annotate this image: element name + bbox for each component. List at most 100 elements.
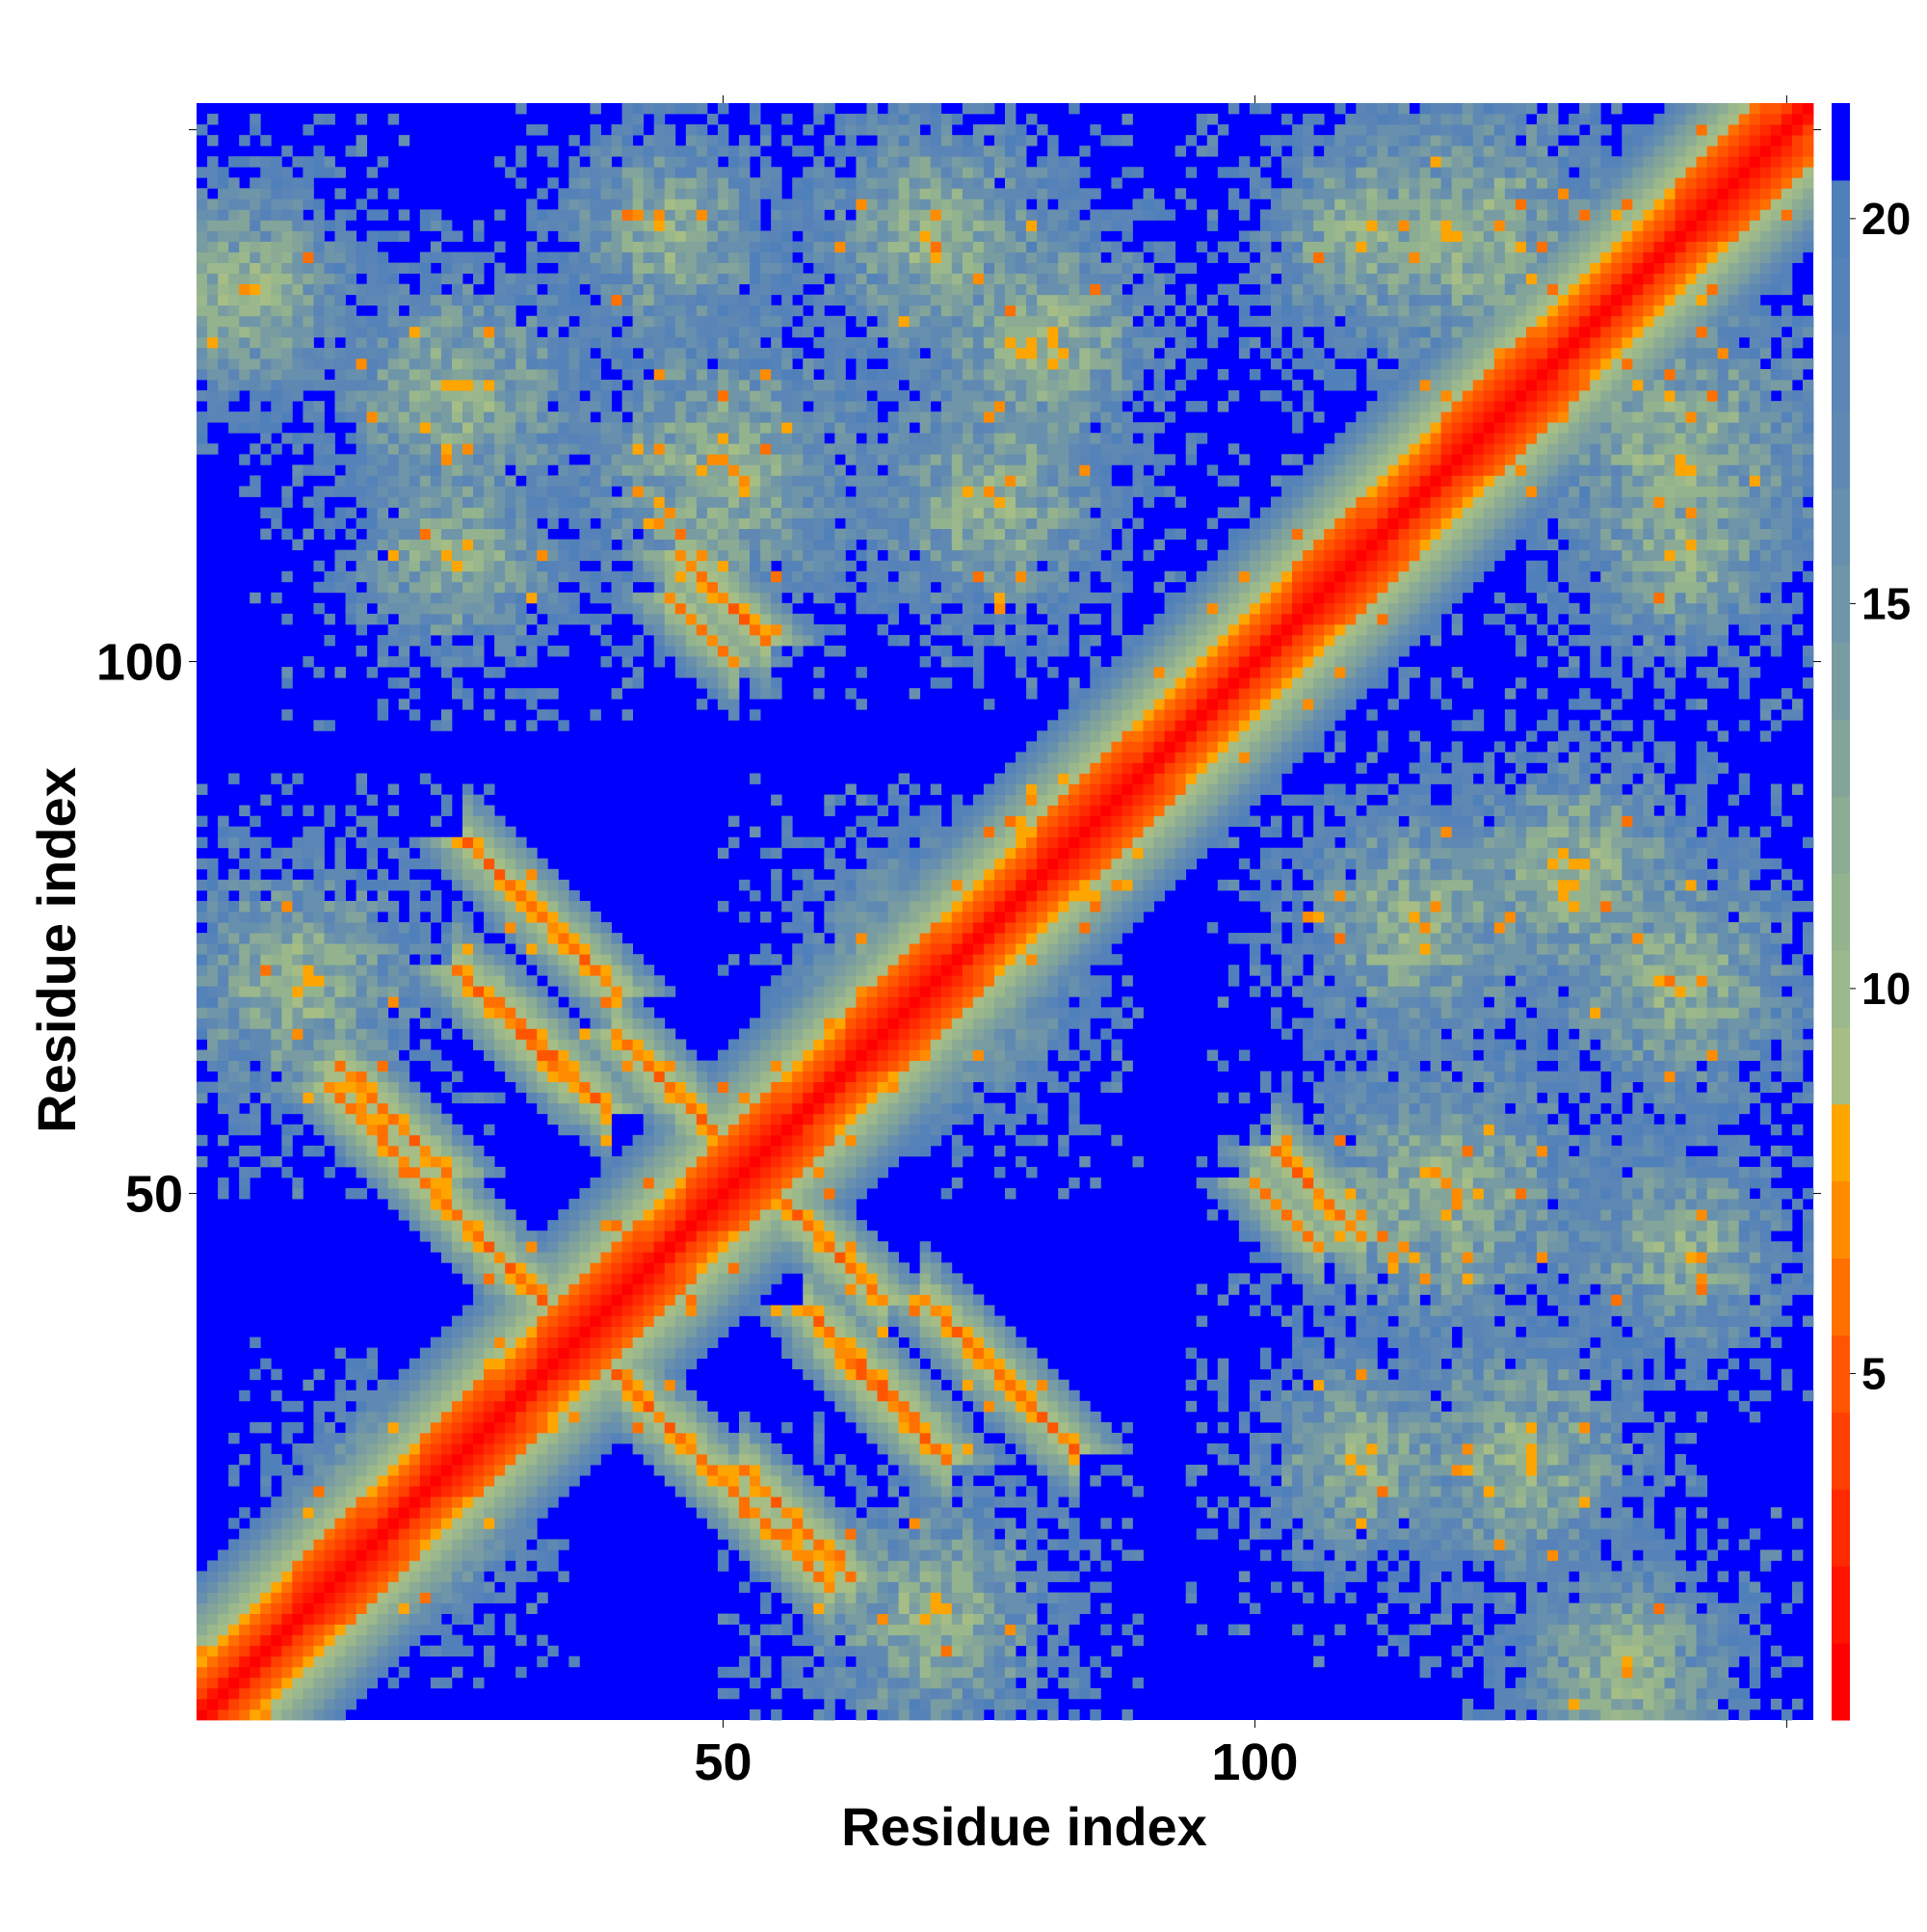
heatmap-cell <box>451 422 463 434</box>
heatmap-cell <box>558 1486 569 1497</box>
heatmap-cell <box>356 943 368 955</box>
heatmap-cell <box>727 1241 740 1253</box>
heatmap-cell <box>568 602 580 615</box>
heatmap-cell <box>430 996 442 1008</box>
heatmap-cell <box>727 1220 740 1231</box>
heatmap-cell <box>281 1007 293 1019</box>
heatmap-cell <box>281 1018 293 1029</box>
heatmap-cell <box>685 1337 698 1349</box>
heatmap-cell <box>590 613 601 625</box>
heatmap-cell <box>303 357 314 370</box>
heatmap-cell <box>303 1465 314 1476</box>
heatmap-cell <box>537 220 548 231</box>
heatmap-cell <box>271 304 282 317</box>
heatmap-cell <box>281 368 293 381</box>
heatmap-cell <box>739 156 751 168</box>
heatmap-cell <box>547 1092 559 1104</box>
heatmap-cell <box>494 1315 506 1327</box>
heatmap-cell <box>303 975 314 987</box>
heatmap-cell <box>398 1454 410 1466</box>
heatmap-cell <box>197 251 208 263</box>
heatmap-cell <box>717 634 729 647</box>
heatmap-cell <box>494 975 506 987</box>
heatmap-cell <box>653 560 666 572</box>
heatmap-cell <box>260 1549 272 1561</box>
heatmap-cell <box>664 592 676 604</box>
heatmap-cell <box>484 1624 495 1636</box>
heatmap-cell <box>643 1432 655 1444</box>
heatmap-cell <box>739 1273 751 1284</box>
heatmap-cell <box>387 347 400 359</box>
heatmap-cell <box>579 464 591 476</box>
heatmap-cell <box>292 933 304 944</box>
heatmap-cell <box>727 677 740 689</box>
heatmap-cell <box>356 1602 368 1615</box>
heatmap-cell <box>356 326 368 338</box>
heatmap-cell <box>590 1294 601 1306</box>
heatmap-cell <box>727 634 740 647</box>
heatmap-cell <box>398 646 410 657</box>
heatmap-cell <box>750 1134 761 1147</box>
heatmap-cell <box>685 549 698 562</box>
heatmap-cell <box>377 868 389 881</box>
heatmap-cell <box>313 326 325 338</box>
heatmap-cell <box>366 1071 379 1083</box>
heatmap-cell <box>387 1411 400 1423</box>
heatmap-cell <box>494 1294 506 1306</box>
heatmap-cell <box>303 826 314 838</box>
heatmap-cell <box>653 975 666 987</box>
heatmap-cell <box>473 847 485 860</box>
heatmap-cell <box>717 475 729 487</box>
heatmap-cell <box>579 1209 591 1221</box>
heatmap-cell <box>706 156 719 168</box>
heatmap-cell <box>409 1379 421 1391</box>
heatmap-cell <box>345 1071 356 1083</box>
heatmap-cell <box>387 401 400 412</box>
heatmap-cell <box>526 401 538 412</box>
heatmap-cell <box>260 1442 272 1455</box>
heatmap-cell <box>558 1039 569 1050</box>
heatmap-cell <box>717 1496 729 1508</box>
heatmap-cell <box>515 1220 527 1231</box>
heatmap-cell <box>377 294 389 306</box>
heatmap-cell <box>526 549 538 562</box>
heatmap-cell <box>430 613 442 625</box>
heatmap-cell <box>419 1145 432 1157</box>
heatmap-cell <box>271 1602 282 1615</box>
heatmap-cell <box>621 1305 634 1316</box>
heatmap-cell <box>387 1199 400 1210</box>
heatmap-cell <box>706 549 719 562</box>
heatmap-cell <box>334 220 346 231</box>
heatmap-cell <box>505 380 516 391</box>
heatmap-cell <box>558 304 569 317</box>
heatmap-cell <box>419 1560 432 1572</box>
heatmap-cell <box>313 380 325 391</box>
heatmap-cell <box>462 1155 474 1168</box>
heatmap-cell <box>334 965 346 976</box>
heatmap-cell <box>430 646 442 657</box>
heatmap-cell <box>590 1231 601 1242</box>
heatmap-cell <box>462 1475 474 1487</box>
heatmap-cell <box>739 1231 751 1242</box>
heatmap-cell <box>484 464 495 476</box>
heatmap-cell <box>515 656 527 668</box>
heatmap-cell <box>334 1465 346 1476</box>
heatmap-cell <box>558 368 569 381</box>
heatmap-cell <box>664 1092 676 1104</box>
heatmap-cell <box>356 1560 368 1572</box>
heatmap-cell <box>750 411 761 423</box>
heatmap-cell <box>303 304 314 317</box>
heatmap-cell <box>440 336 453 349</box>
heatmap-cell <box>547 1486 559 1497</box>
heatmap-cell <box>440 357 453 370</box>
heatmap-cell <box>739 368 751 381</box>
heatmap-cell <box>484 1507 495 1519</box>
heatmap-cell <box>706 1518 719 1529</box>
heatmap-cell <box>303 965 314 976</box>
heatmap-cell <box>197 1018 208 1029</box>
heatmap-cell <box>303 986 314 997</box>
heatmap-cell <box>537 1560 548 1572</box>
heatmap-cell <box>260 1613 272 1626</box>
heatmap-cell <box>484 1475 495 1487</box>
heatmap-cell <box>271 517 282 529</box>
